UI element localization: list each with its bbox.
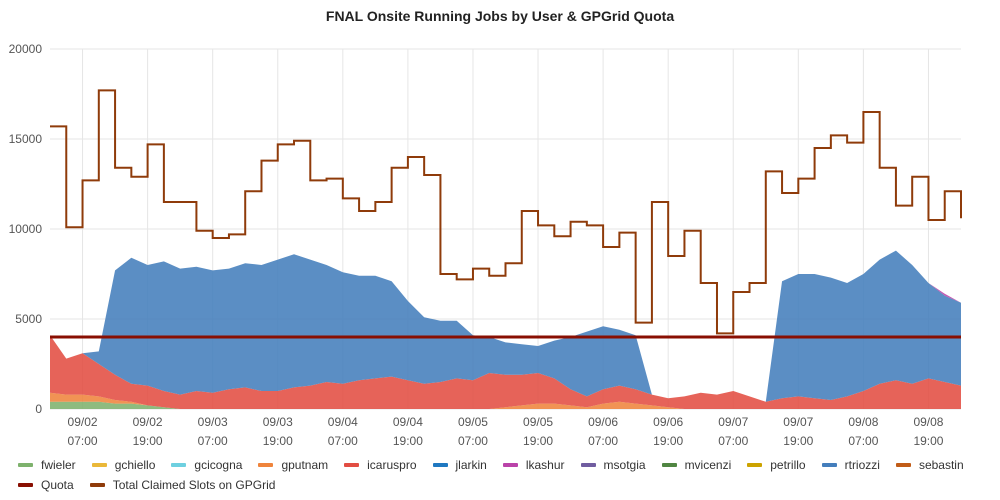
y-tick-label: 20000: [9, 42, 43, 56]
legend-label: jlarkin: [455, 457, 487, 472]
x-tick-date: 09/03: [198, 415, 228, 429]
legend-label: gputnam: [281, 457, 329, 472]
x-tick-date: 09/08: [913, 415, 943, 429]
x-tick-date: 09/04: [393, 415, 423, 429]
legend-item-msotgia[interactable]: msotgia: [580, 456, 646, 473]
legend-swatch: [18, 462, 33, 467]
legend-item-petrillo[interactable]: petrillo: [747, 456, 806, 473]
x-tick-date: 09/07: [718, 415, 748, 429]
x-tick-date: 09/04: [328, 415, 358, 429]
legend-swatch: [502, 462, 518, 467]
legend-label: mvicenzi: [684, 457, 732, 472]
x-tick-time: 19:00: [133, 434, 163, 448]
legend-swatch: [747, 462, 763, 467]
y-tick-label: 0: [35, 402, 42, 416]
legend-swatch: [91, 462, 107, 467]
legend-item-lkashur[interactable]: lkashur: [502, 456, 565, 473]
legend-item-gchiello[interactable]: gchiello: [91, 456, 156, 473]
legend-item-gcicogna[interactable]: gcicogna: [171, 456, 242, 473]
legend-swatch: [344, 462, 360, 467]
x-tick-date: 09/05: [458, 415, 488, 429]
legend-label: gchiello: [114, 457, 156, 472]
x-tick-date: 09/03: [263, 415, 293, 429]
legend-swatch: [895, 462, 911, 467]
x-tick-time: 19:00: [653, 434, 683, 448]
x-tick-date: 09/08: [848, 415, 878, 429]
legend-label: lkashur: [525, 457, 565, 472]
area-rtriozzi[interactable]: [50, 250, 961, 402]
x-tick-time: 07:00: [718, 434, 748, 448]
legend-item-rtriozzi[interactable]: rtriozzi: [821, 456, 880, 473]
legend-swatch: [580, 462, 596, 467]
legend-swatch: [258, 462, 274, 467]
legend-item-sebastin[interactable]: sebastin: [895, 456, 964, 473]
legend-label: icaruspro: [367, 457, 417, 472]
legend-swatch: [171, 462, 187, 467]
legend-swatch: [661, 462, 677, 467]
x-tick-date: 09/02: [133, 415, 163, 429]
x-tick-time: 19:00: [913, 434, 943, 448]
x-tick-date: 09/06: [653, 415, 683, 429]
x-tick-date: 09/06: [588, 415, 618, 429]
x-tick-time: 07:00: [458, 434, 488, 448]
x-tick-time: 19:00: [523, 434, 553, 448]
legend-label: Quota: [41, 477, 74, 492]
x-tick-time: 07:00: [68, 434, 98, 448]
legend-label: fwieler: [41, 457, 76, 472]
total-claimed-slots-line[interactable]: [50, 89, 962, 335]
legend-swatch: [432, 462, 448, 467]
legend-item-fwieler[interactable]: fwieler: [18, 456, 76, 473]
x-tick-time: 07:00: [198, 434, 228, 448]
y-tick-label: 10000: [9, 222, 43, 236]
area-fwieler[interactable]: [50, 401, 961, 409]
x-tick-time: 07:00: [588, 434, 618, 448]
chart-title: FNAL Onsite Running Jobs by User & GPGri…: [325, 8, 675, 24]
x-tick-date: 09/07: [783, 415, 813, 429]
legend-item-icaruspro[interactable]: icaruspro: [344, 456, 417, 473]
legend-item-jlarkin[interactable]: jlarkin: [432, 456, 487, 473]
legend-swatch: [18, 482, 33, 487]
x-tick-time: 19:00: [783, 434, 813, 448]
legend-swatch: [89, 482, 105, 487]
y-tick-label: 5000: [15, 312, 42, 326]
legend-label: gcicogna: [194, 457, 243, 472]
legend-label: msotgia: [603, 457, 646, 472]
x-tick-time: 07:00: [848, 434, 878, 448]
legend-label: Total Claimed Slots on GPGrid: [112, 477, 276, 492]
y-tick-label: 15000: [9, 132, 43, 146]
legend-label: petrillo: [770, 457, 806, 472]
legend-item-quota[interactable]: Quota: [18, 476, 74, 493]
x-tick-time: 07:00: [328, 434, 358, 448]
legend-label: sebastin: [918, 457, 964, 472]
x-tick-date: 09/05: [523, 415, 553, 429]
x-tick-time: 19:00: [263, 434, 293, 448]
legend-item-gputnam[interactable]: gputnam: [258, 456, 328, 473]
area-icaruspro[interactable]: [50, 335, 961, 409]
x-tick-date: 09/02: [68, 415, 98, 429]
legend-swatch: [821, 462, 837, 467]
legend-item-total-claimed-slots-on-gpgrid[interactable]: Total Claimed Slots on GPGrid: [89, 476, 276, 493]
legend: fwieler gchiello gcicogna gputnam icaruspro j…: [18, 456, 993, 493]
legend-label: rtriozzi: [844, 457, 880, 472]
x-tick-time: 19:00: [393, 434, 423, 448]
legend-item-mvicenzi[interactable]: mvicenzi: [661, 456, 732, 473]
chart-svg: 0 5000 10000 15000 20000 09/02 07:00 09/02 19:00…: [9, 42, 962, 448]
